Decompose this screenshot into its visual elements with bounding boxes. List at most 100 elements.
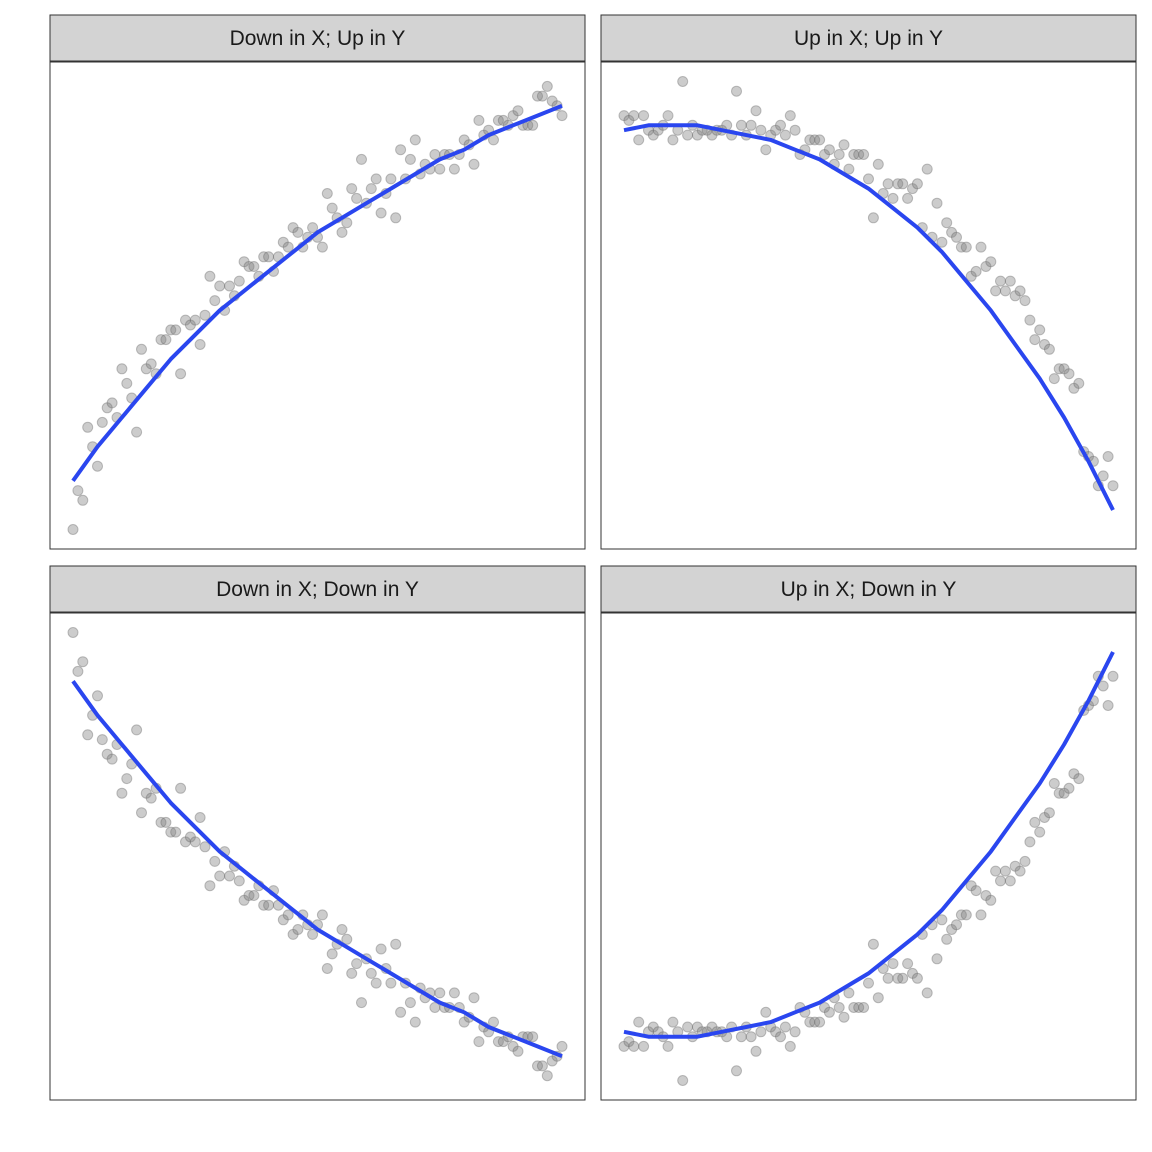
data-point bbox=[770, 1026, 782, 1038]
data-point bbox=[556, 1040, 568, 1052]
facet-title: Down in X; Down in Y bbox=[216, 578, 419, 601]
data-point bbox=[92, 690, 103, 702]
data-point bbox=[804, 134, 816, 146]
data-point bbox=[667, 134, 679, 146]
data-point bbox=[1024, 836, 1036, 848]
data-point bbox=[999, 865, 1011, 877]
data-point bbox=[165, 324, 177, 336]
data-point bbox=[145, 358, 157, 370]
data-point bbox=[527, 1031, 539, 1043]
data-point bbox=[775, 1031, 786, 1043]
data-point bbox=[848, 1002, 860, 1013]
data-point bbox=[760, 1006, 772, 1018]
data-point bbox=[365, 967, 377, 979]
data-point bbox=[662, 1040, 674, 1052]
data-point bbox=[209, 295, 221, 307]
data-point bbox=[936, 914, 948, 926]
data-point bbox=[789, 124, 801, 136]
data-point bbox=[536, 90, 548, 102]
data-point bbox=[1063, 782, 1075, 794]
data-point bbox=[955, 909, 967, 921]
facet-strip bbox=[600, 14, 1137, 62]
data-point bbox=[867, 938, 879, 950]
data-point bbox=[921, 163, 933, 175]
data-point bbox=[970, 265, 982, 277]
data-point bbox=[731, 85, 742, 97]
data-point bbox=[184, 831, 196, 843]
data-point bbox=[321, 188, 333, 199]
data-point bbox=[887, 192, 899, 204]
data-point bbox=[356, 997, 367, 1009]
facet-panel: Up in X; Down in Y bbox=[600, 565, 1137, 1101]
smooth-line bbox=[71, 680, 563, 1059]
data-point bbox=[351, 958, 363, 970]
data-point bbox=[1102, 700, 1114, 711]
data-point bbox=[307, 928, 319, 940]
data-point bbox=[155, 816, 167, 828]
data-point bbox=[995, 875, 1006, 887]
data-point bbox=[395, 1006, 407, 1018]
data-point bbox=[497, 1036, 509, 1048]
data-point bbox=[365, 183, 377, 195]
data-point bbox=[101, 402, 113, 414]
data-point bbox=[82, 421, 94, 433]
data-point bbox=[532, 1060, 543, 1072]
data-point bbox=[527, 119, 539, 131]
data-point bbox=[404, 997, 416, 1009]
data-point bbox=[180, 314, 191, 326]
data-point bbox=[980, 261, 992, 272]
data-point bbox=[999, 285, 1011, 297]
data-point bbox=[199, 309, 211, 321]
facet-panel: Up in X; Up in Y bbox=[600, 14, 1137, 550]
data-point bbox=[214, 280, 226, 292]
data-point bbox=[184, 319, 196, 331]
data-point bbox=[238, 256, 250, 268]
data-point bbox=[1014, 865, 1026, 877]
data-point bbox=[468, 158, 480, 170]
data-point bbox=[1053, 787, 1065, 799]
data-point bbox=[1107, 670, 1119, 682]
data-point bbox=[67, 627, 79, 638]
data-point bbox=[1102, 451, 1114, 462]
data-point bbox=[390, 938, 402, 950]
data-point bbox=[1029, 816, 1041, 828]
data-point bbox=[965, 270, 977, 282]
data-point bbox=[1058, 787, 1070, 799]
data-point bbox=[1014, 285, 1026, 297]
data-point bbox=[633, 134, 645, 146]
data-point bbox=[1073, 377, 1085, 389]
data-point bbox=[497, 114, 509, 126]
data-point bbox=[473, 1036, 485, 1048]
data-point bbox=[784, 110, 796, 122]
data-point bbox=[804, 1016, 816, 1028]
data-point bbox=[682, 129, 694, 141]
data-point bbox=[316, 241, 328, 253]
smooth-line bbox=[623, 651, 1115, 1039]
data-point bbox=[409, 134, 421, 146]
data-point bbox=[385, 977, 397, 989]
data-point bbox=[691, 1021, 703, 1033]
data-point bbox=[770, 124, 782, 136]
data-point bbox=[160, 816, 172, 828]
data-point bbox=[819, 1002, 830, 1013]
data-point bbox=[536, 1060, 548, 1072]
data-point bbox=[170, 324, 182, 336]
data-point bbox=[858, 149, 870, 160]
facet-title: Down in X; Up in Y bbox=[230, 27, 406, 50]
data-point bbox=[1004, 875, 1016, 887]
data-point bbox=[1063, 368, 1075, 380]
data-point bbox=[623, 1036, 635, 1048]
data-point bbox=[662, 110, 674, 122]
data-point bbox=[507, 1040, 519, 1052]
data-point bbox=[823, 1006, 835, 1018]
data-point bbox=[1043, 343, 1055, 355]
data-point bbox=[404, 153, 416, 165]
data-point bbox=[67, 524, 79, 535]
data-point bbox=[541, 1070, 553, 1082]
data-point bbox=[189, 314, 201, 326]
data-point bbox=[96, 734, 108, 746]
facet-panel: Down in X; Up in Y bbox=[49, 14, 586, 550]
data-point bbox=[755, 124, 767, 136]
data-point bbox=[233, 875, 245, 887]
data-point bbox=[872, 158, 884, 170]
